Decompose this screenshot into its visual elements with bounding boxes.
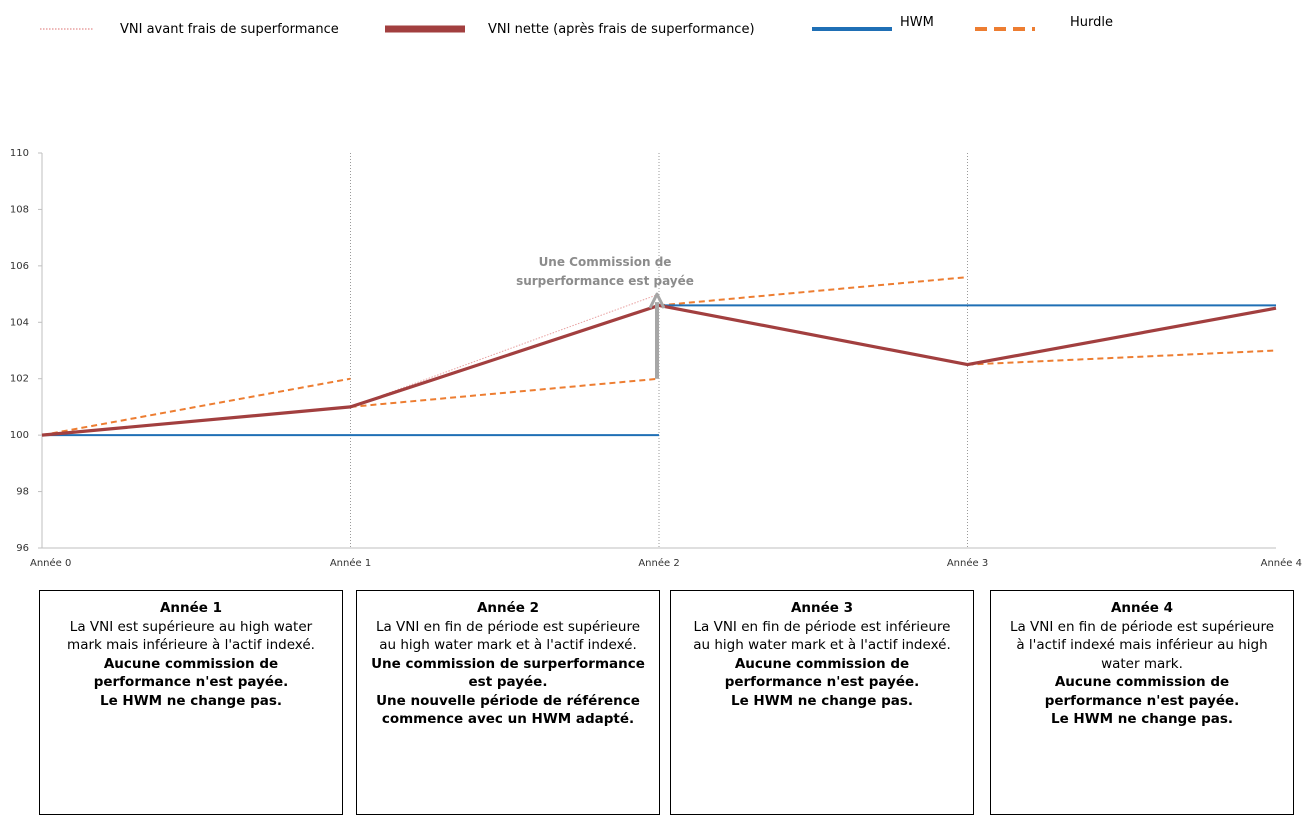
- x-tick-label: Année 4: [1261, 557, 1302, 569]
- legend-label: Hurdle: [1070, 15, 1113, 30]
- y-tick-label: 104: [10, 317, 29, 328]
- series-hurdle-line: [658, 276, 968, 307]
- y-tick-label: 102: [10, 374, 29, 385]
- fee-arrow-head: [648, 292, 666, 309]
- legend-label: VNI avant frais de superformance: [120, 22, 339, 37]
- y-tick-label: 100: [10, 430, 29, 441]
- y-tick-label: 96: [16, 543, 29, 554]
- box-conclusion: Aucune commission de performance n'est p…: [93, 655, 289, 691]
- box-description: La VNI en fin de période est supérieure …: [375, 618, 641, 654]
- box-description: La VNI est supérieure au high water mark…: [67, 618, 315, 654]
- y-tick-label: 98: [16, 487, 29, 498]
- y-tick-label: 110: [10, 148, 29, 159]
- x-tick-label: Année 0: [30, 557, 71, 569]
- legend-label: HWM: [900, 15, 934, 30]
- x-tick-label: Année 2: [638, 557, 679, 569]
- box-conclusion: Le HWM ne change pas.: [1050, 711, 1234, 727]
- box-conclusion: Une nouvelle période de référence commen…: [376, 692, 640, 728]
- chart: VNI avant frais de superformance VNI nett…: [10, 15, 1302, 569]
- y-tick-label: 106: [10, 261, 29, 272]
- series-hurdle-line: [350, 377, 660, 408]
- box-conclusion: Une commission de surperformance est pay…: [371, 655, 645, 691]
- box-title: Année 3: [790, 600, 854, 616]
- box-description: La VNI en fin de période est supérieure …: [1009, 618, 1275, 672]
- explanation-box: Année 4 La VNI en fin de période est supé…: [990, 590, 1294, 815]
- box-conclusion: Aucune commission de performance n'est p…: [724, 655, 920, 691]
- series-hurdle-line: [967, 349, 1277, 366]
- box-conclusion: Aucune commission de performance n'est p…: [1044, 674, 1240, 709]
- annotation-text: surperformance est payée: [516, 274, 694, 288]
- x-tick-label: Année 1: [330, 557, 371, 569]
- box-title: Année 2: [476, 600, 540, 616]
- box-conclusion: Le HWM ne change pas.: [730, 692, 914, 709]
- explanation-box: Année 1 La VNI est supérieure au high wat…: [39, 590, 343, 815]
- y-tick-label: 108: [10, 204, 29, 215]
- box-conclusion: Le HWM ne change pas.: [99, 692, 283, 709]
- explanation-box: Année 2 La VNI en fin de période est supé…: [356, 590, 660, 815]
- box-description: La VNI en fin de période est inférieure …: [693, 618, 951, 654]
- legend-label: VNI nette (après frais de superformance): [488, 22, 755, 37]
- x-tick-label: Année 3: [947, 557, 988, 569]
- box-title: Année 4: [1110, 600, 1174, 616]
- box-title: Année 1: [159, 600, 223, 616]
- series-hurdle-line: [41, 377, 351, 437]
- explanation-box: Année 3 La VNI en fin de période est infé…: [670, 590, 974, 815]
- annotation-text: Une Commission de: [539, 255, 672, 269]
